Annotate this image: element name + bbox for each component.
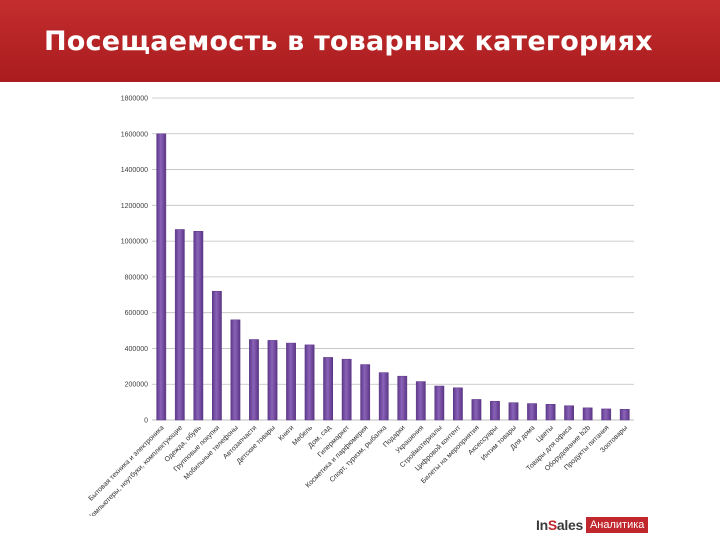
y-tick-label: 1000000 — [121, 239, 148, 246]
bar — [471, 399, 482, 421]
bar — [360, 364, 371, 421]
bar — [378, 372, 389, 421]
bar — [601, 408, 612, 421]
bar — [267, 340, 278, 421]
bar — [490, 400, 500, 421]
header-bar: Посещаемость в товарных категориях — [0, 0, 720, 82]
bar — [193, 231, 204, 421]
y-tick-label: 1400000 — [121, 167, 148, 174]
bar — [249, 339, 259, 421]
bar — [174, 229, 185, 421]
x-axis-labels: Бытовая техника и электроникаКомпьютеры,… — [87, 423, 630, 516]
x-tick-label: Компьютеры, ноутбуки, комплектующие — [87, 424, 185, 516]
bar — [619, 409, 630, 421]
bar-chart: 0 200000 400000 600000 800000 1000000 1200000 1… — [87, 96, 634, 516]
bar — [527, 403, 537, 421]
bar — [156, 133, 167, 421]
bar — [286, 342, 296, 421]
y-tick-label: 200000 — [125, 382, 148, 389]
x-tick-label: Бытовая техника и электроника — [88, 424, 166, 502]
logo-badge: Аналитика — [585, 516, 649, 533]
y-tick-label: 600000 — [125, 310, 148, 317]
bar — [397, 375, 408, 421]
bar — [212, 290, 222, 421]
bar — [508, 402, 519, 421]
bar — [453, 387, 463, 421]
bar — [564, 405, 574, 421]
bars — [156, 133, 630, 421]
logo-brand: InSales — [536, 516, 583, 533]
bar — [582, 407, 593, 421]
bar — [323, 357, 334, 421]
y-tick-label: 1600000 — [121, 131, 148, 138]
y-tick-label: 1200000 — [121, 203, 148, 210]
y-tick-label: 800000 — [125, 274, 148, 281]
bar — [341, 358, 352, 421]
bar — [434, 385, 445, 421]
page-title: Посещаемость в товарных категориях — [44, 26, 653, 57]
y-tick-label: 0 — [144, 418, 148, 425]
bar — [304, 344, 315, 421]
bar — [230, 319, 241, 421]
bar — [545, 404, 556, 421]
insales-logo: InSales Аналитика — [536, 516, 649, 533]
y-tick-label: 1800000 — [121, 96, 148, 103]
bar — [415, 381, 426, 421]
y-tick-label: 400000 — [125, 346, 148, 353]
grid-lines — [152, 97, 634, 421]
y-axis-ticks: 0 200000 400000 600000 800000 1000000 1200000 1… — [121, 96, 148, 425]
